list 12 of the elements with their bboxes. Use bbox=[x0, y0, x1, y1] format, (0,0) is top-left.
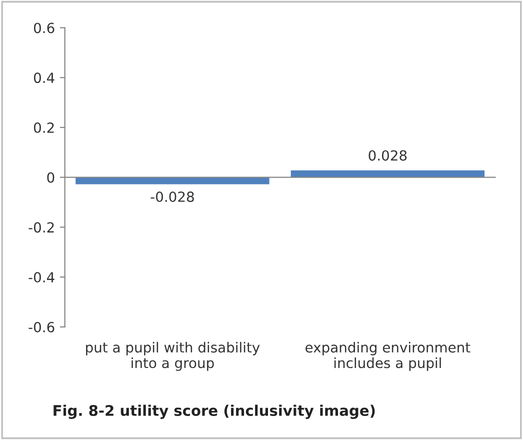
x-tick-label: put a pupil with disability into a group bbox=[86, 342, 260, 371]
y-tick-label: 0.4 bbox=[34, 72, 54, 84]
y-tick-label: 0.6 bbox=[34, 22, 54, 34]
data-label: -0.028 bbox=[150, 191, 194, 202]
x-tick-label: expanding environment includes a pupil bbox=[306, 342, 470, 371]
y-tick-label: -0.2 bbox=[28, 222, 54, 233]
y-tick-label: 0 bbox=[47, 172, 54, 183]
y-tick-label: -0.4 bbox=[28, 272, 54, 283]
text: Fig. 8-2 utility score (inclusivity image) bbox=[54, 404, 375, 419]
y-tick-label: 0.2 bbox=[34, 122, 54, 133]
y-tick-label: -0.6 bbox=[28, 322, 54, 332]
data-label: 0.028 bbox=[368, 150, 407, 161]
